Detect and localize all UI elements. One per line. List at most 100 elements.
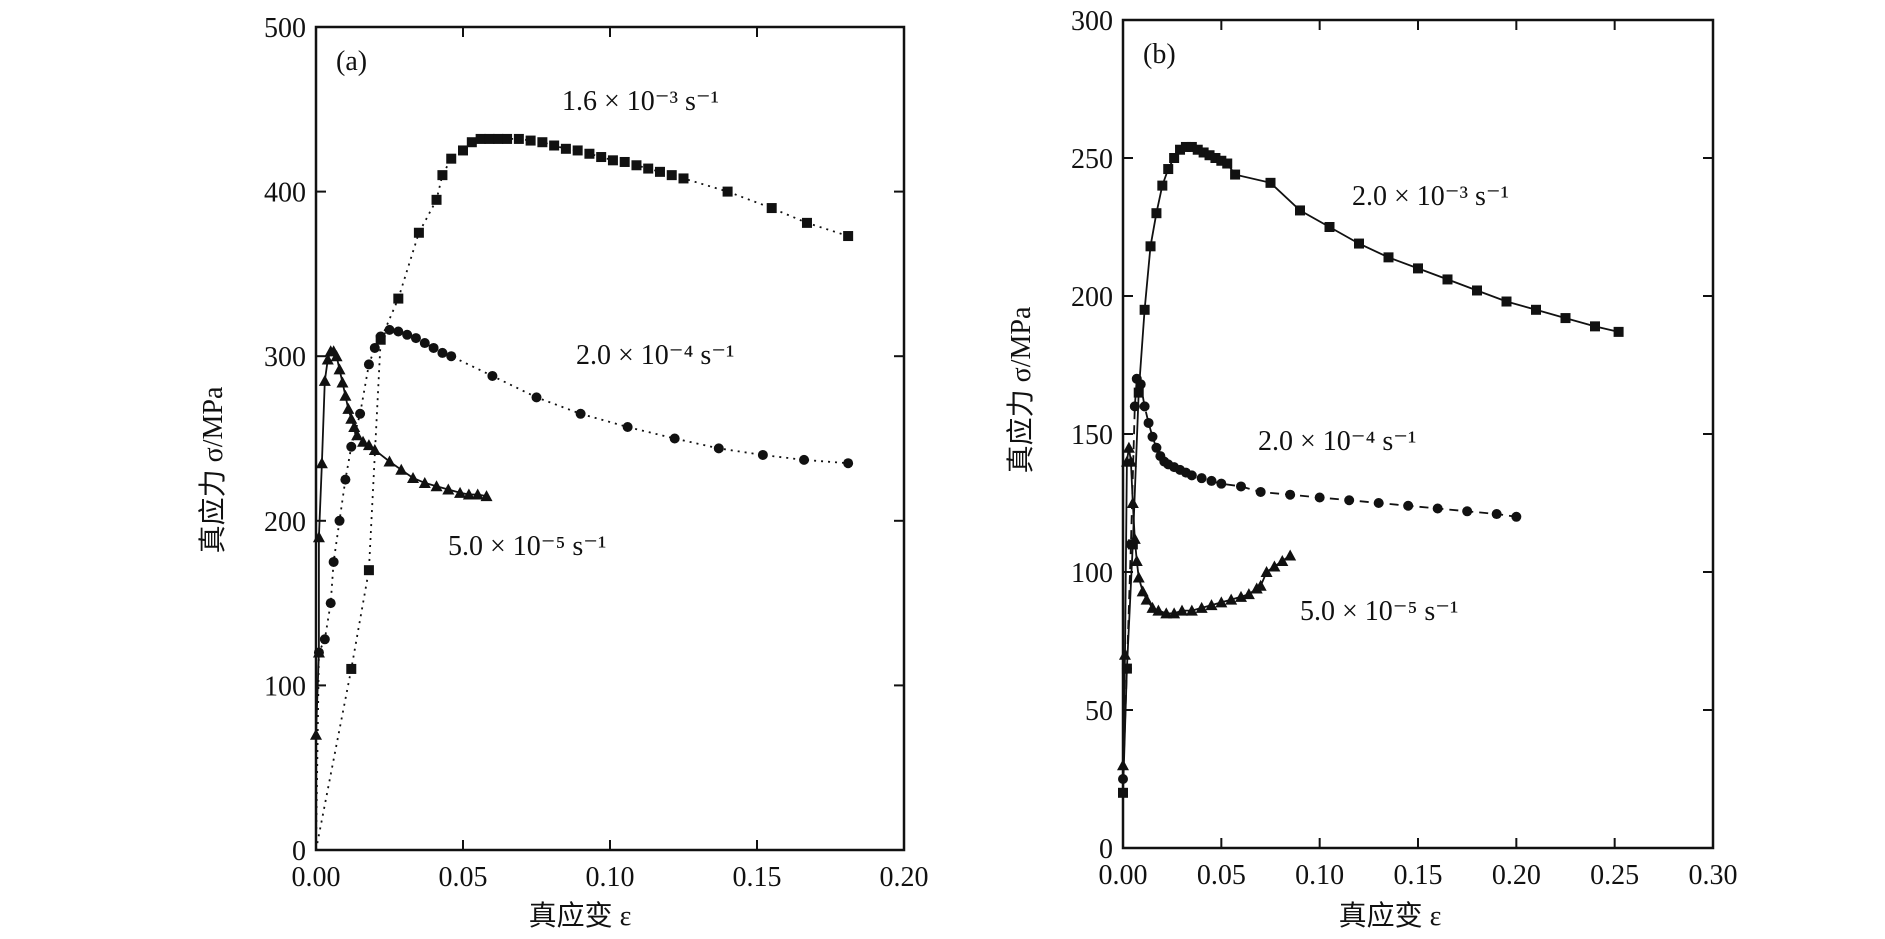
data-point-a-0-20: [572, 145, 583, 156]
data-point-a-2-16: [351, 429, 364, 441]
data-point-a-2-24: [430, 480, 443, 492]
data-point-b-0-9: [1169, 153, 1180, 163]
x-tick-label-a-1: 0.05: [439, 862, 488, 893]
data-point-b-1-17: [1196, 473, 1207, 484]
x-tick-label-b-6: 0.30: [1689, 860, 1738, 891]
data-point-b-0-18: [1222, 158, 1233, 169]
data-point-b-1-24: [1344, 495, 1355, 506]
data-point-b-0-12: [1186, 141, 1197, 152]
data-point-b-1-9: [1151, 442, 1162, 453]
y-tick-label-b-1: 50: [1085, 696, 1113, 727]
data-point-b-1-21: [1255, 486, 1266, 497]
data-point-b-0-14: [1198, 147, 1209, 158]
series-label-b-2: 5.0 × 10⁻⁵ s⁻¹: [1300, 596, 1458, 627]
series-label-a-2: 5.0 × 10⁻⁵ s⁻¹: [448, 531, 606, 562]
data-point-b-2-19: [1215, 596, 1228, 608]
data-point-b-1-6: [1139, 401, 1150, 412]
plot-frame-b: [1121, 18, 1715, 850]
x-tick-label-b-0: 0.00: [1099, 860, 1148, 891]
data-point-a-0-6: [431, 194, 442, 205]
data-point-a-2-1: [310, 728, 322, 740]
data-point-a-0-28: [666, 170, 677, 181]
data-point-a-1-15: [410, 333, 421, 344]
ticks-b: [1122, 19, 1714, 849]
data-point-a-1-26: [757, 449, 768, 460]
data-point-a-2-2: [312, 646, 325, 658]
data-point-a-1-5: [334, 515, 345, 526]
chart-panel-b: 0.00 0.05 0.10 0.15 0.20 0.25 0.30 0 50 100 150 20…: [1005, 6, 1738, 932]
series-a-0: [315, 133, 854, 851]
data-point-b-2-26: [1268, 560, 1281, 572]
data-point-a-1-4: [328, 556, 339, 567]
y-tick-label-b-3: 150: [1071, 420, 1113, 451]
data-point-a-1-6: [340, 474, 351, 485]
series-layer-a: [310, 133, 854, 851]
data-point-a-0-21: [584, 148, 595, 159]
data-point-a-0-13: [493, 133, 504, 144]
data-point-a-0-18: [549, 140, 560, 151]
data-point-a-1-27: [799, 454, 810, 465]
x-tick-labels-a: 0.00 0.05 0.10 0.15 0.20: [292, 862, 929, 893]
y-axis-label-a: 真应力 σ/MPa: [197, 386, 229, 553]
data-point-b-0-22: [1324, 222, 1335, 232]
data-point-a-1-9: [363, 359, 374, 370]
data-point-a-2-17: [357, 435, 370, 447]
data-point-b-2-6: [1128, 532, 1141, 544]
data-point-b-1-20: [1236, 481, 1246, 492]
data-point-b-1-5: [1135, 379, 1146, 390]
data-point-b-2-13: [1160, 607, 1173, 619]
data-point-b-2-7: [1130, 554, 1143, 566]
data-point-b-0-21: [1295, 205, 1305, 216]
data-point-a-1-3: [325, 598, 336, 609]
x-tick-label-b-1: 0.05: [1197, 860, 1246, 891]
data-point-b-2-17: [1195, 601, 1208, 613]
data-point-b-0-3: [1133, 387, 1144, 398]
data-point-b-2-12: [1152, 604, 1165, 616]
data-point-a-1-7: [346, 441, 357, 452]
data-point-a-1-20: [487, 370, 498, 381]
data-point-b-1-22: [1285, 489, 1296, 500]
data-point-b-1-18: [1206, 475, 1217, 486]
y-tick-label-a-5: 500: [264, 13, 306, 44]
data-point-a-2-15: [348, 420, 361, 432]
data-point-a-0-4: [393, 293, 404, 304]
data-point-a-2-11: [336, 376, 349, 388]
data-point-b-2-28: [1284, 549, 1297, 561]
y-tick-label-a-4: 400: [264, 178, 306, 209]
data-point-b-0-23: [1354, 238, 1364, 249]
data-point-a-0-16: [525, 135, 536, 146]
data-point-b-0-4: [1139, 304, 1150, 315]
x-tick-label-a-4: 0.20: [880, 862, 929, 893]
data-point-b-2-20: [1225, 593, 1238, 605]
data-point-b-2-16: [1185, 604, 1198, 616]
y-tick-labels-a: 0 100 200 300 400 500: [264, 13, 306, 867]
data-point-a-2-29: [480, 490, 493, 502]
data-point-a-2-9: [330, 350, 343, 362]
data-point-b-0-29: [1531, 304, 1541, 315]
data-point-a-0-5: [413, 227, 424, 238]
data-point-a-0-17: [537, 137, 548, 148]
y-tick-label-a-2: 200: [264, 507, 306, 538]
data-point-b-1-8: [1147, 431, 1158, 442]
data-point-b-0-20: [1265, 177, 1276, 188]
data-point-b-2-14: [1168, 607, 1181, 619]
x-tick-label-b-4: 0.20: [1492, 860, 1541, 891]
y-tick-label-b-2: 100: [1071, 558, 1113, 589]
x-tick-label-b-3: 0.15: [1394, 860, 1443, 891]
x-axis-label-b: 真应变 ε: [1339, 900, 1442, 932]
data-point-a-2-19: [368, 444, 381, 456]
data-point-b-0-26: [1442, 274, 1453, 285]
data-point-a-0-29: [678, 173, 689, 184]
data-point-a-0-12: [484, 133, 495, 144]
data-point-b-2-8: [1132, 571, 1145, 583]
data-point-a-0-22: [596, 152, 607, 163]
data-point-b-0-15: [1204, 150, 1215, 161]
x-tick-label-b-5: 0.25: [1590, 860, 1639, 891]
data-point-a-0-30: [722, 186, 733, 197]
data-point-a-0-11: [475, 133, 486, 144]
y-tick-labels-b: 0 50 100 150 200 250 300: [1071, 6, 1113, 865]
data-point-a-1-2: [319, 634, 330, 645]
data-point-b-0-10: [1175, 144, 1186, 155]
data-point-b-0-28: [1501, 296, 1512, 307]
